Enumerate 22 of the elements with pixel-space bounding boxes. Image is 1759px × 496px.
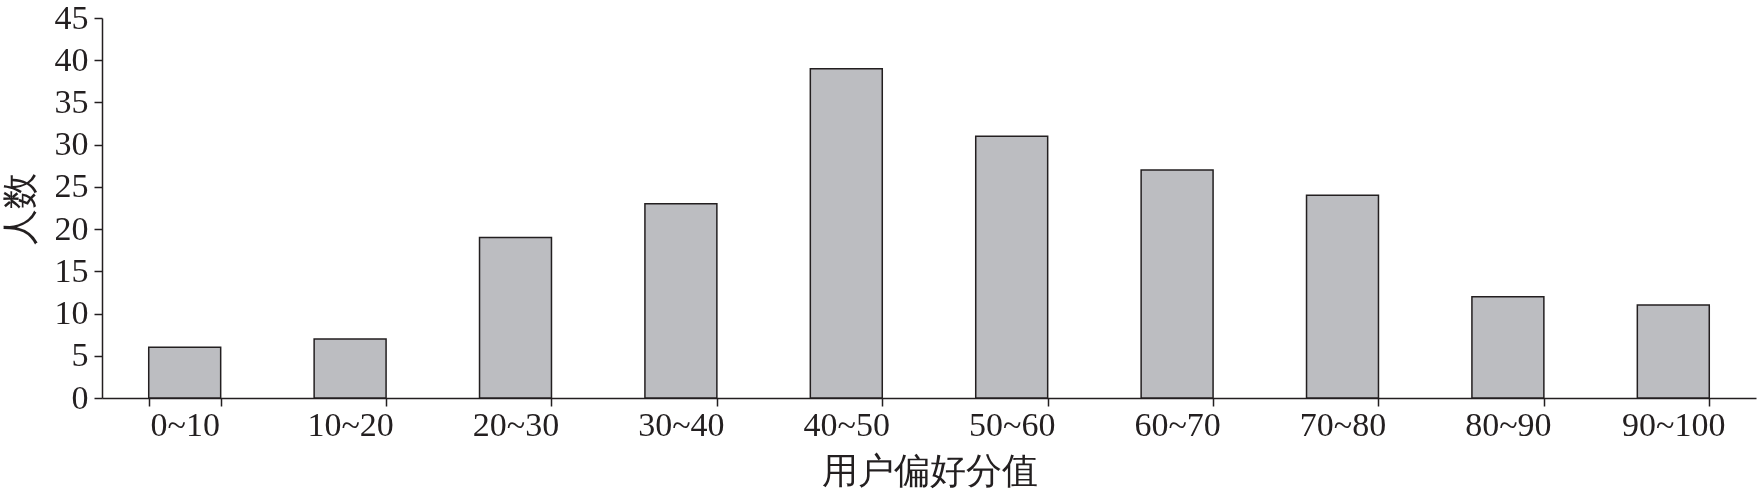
x-axis-title: 用户偏好分值 [821,450,1038,491]
x-tick-label: 90~100 [1622,405,1726,443]
y-tick-label: 20 [54,209,89,247]
x-tick-label: 50~60 [969,405,1056,443]
y-tick-label: 25 [54,167,89,205]
x-tick-label: 60~70 [1134,405,1221,443]
x-tick-label: 30~40 [638,405,725,443]
x-tick-label: 70~80 [1299,405,1387,443]
x-tick-label: 10~20 [307,405,394,443]
y-tick-label: 5 [71,336,89,374]
x-tick-label: 80~90 [1465,405,1552,443]
y-tick-label: 30 [54,125,89,163]
x-tick-label: 20~30 [472,405,560,443]
y-tick-label: 10 [54,294,89,332]
y-tick-label: 0 [71,378,89,416]
y-axis-title: 人数 [0,172,40,245]
y-tick-label: 15 [54,251,89,289]
y-tick-label: 40 [54,40,89,78]
x-tick-label: 40~50 [803,405,890,443]
y-tick-label: 35 [54,82,89,120]
y-tick-label: 45 [54,0,89,36]
x-tick-label: 0~10 [150,405,220,443]
